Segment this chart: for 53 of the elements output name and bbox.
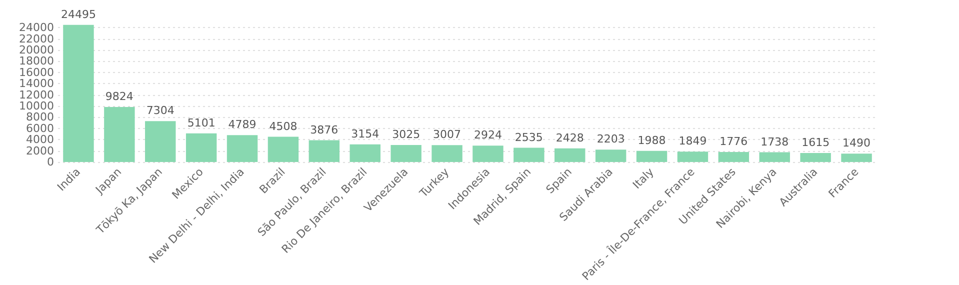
bar xyxy=(308,140,340,162)
data-label: 1988 xyxy=(638,134,666,147)
y-tick-label: 12000 xyxy=(19,88,54,102)
bar xyxy=(841,154,872,162)
bar xyxy=(390,145,422,162)
data-label: 2203 xyxy=(596,132,625,146)
bar xyxy=(636,150,668,162)
bar xyxy=(595,150,626,162)
data-label: 3154 xyxy=(351,127,380,140)
y-tick-label: 4000 xyxy=(26,133,54,146)
bar xyxy=(677,152,708,162)
data-label: 4789 xyxy=(228,118,256,132)
y-tick-label: 14000 xyxy=(19,77,54,90)
bar xyxy=(554,148,586,162)
data-label: 1849 xyxy=(678,134,707,148)
data-label: 7304 xyxy=(146,104,174,118)
bar xyxy=(226,135,258,162)
data-label: 3007 xyxy=(433,128,462,142)
data-label: 2924 xyxy=(474,128,502,142)
data-label: 3025 xyxy=(392,128,420,142)
bar xyxy=(432,145,462,162)
data-label: 1615 xyxy=(802,136,830,149)
y-tick-label: 10000 xyxy=(19,100,54,112)
data-label: 2428 xyxy=(556,131,584,144)
bar xyxy=(514,148,544,162)
data-label: 9824 xyxy=(105,90,134,103)
data-label: 1776 xyxy=(720,135,748,148)
data-label: 4508 xyxy=(269,120,298,133)
y-tick-label: 0 xyxy=(47,156,54,168)
data-label: 1490 xyxy=(842,136,871,150)
bar xyxy=(718,152,750,162)
y-tick-label: 24000 xyxy=(19,21,54,34)
y-tick-label: 2000 xyxy=(26,144,54,158)
data-label: 1738 xyxy=(760,135,789,148)
y-tick-label: 22000 xyxy=(19,32,54,46)
bar xyxy=(350,144,380,162)
data-label: 2535 xyxy=(514,130,543,144)
bar xyxy=(472,146,504,162)
y-tick-label: 20000 xyxy=(19,44,54,56)
bar xyxy=(145,121,176,162)
y-tick-label: 18000 xyxy=(19,54,54,68)
bar xyxy=(268,136,299,162)
bar xyxy=(759,152,790,162)
data-label: 24495 xyxy=(60,8,96,21)
bar xyxy=(104,106,135,162)
data-label: 5101 xyxy=(187,116,216,130)
y-tick-label: 6000 xyxy=(26,122,54,135)
y-tick-label: 16000 xyxy=(19,66,54,79)
bar xyxy=(800,152,831,162)
bar xyxy=(186,133,217,162)
y-tick-label: 8000 xyxy=(26,110,54,124)
data-label: 3876 xyxy=(310,123,338,136)
bar xyxy=(63,24,94,162)
